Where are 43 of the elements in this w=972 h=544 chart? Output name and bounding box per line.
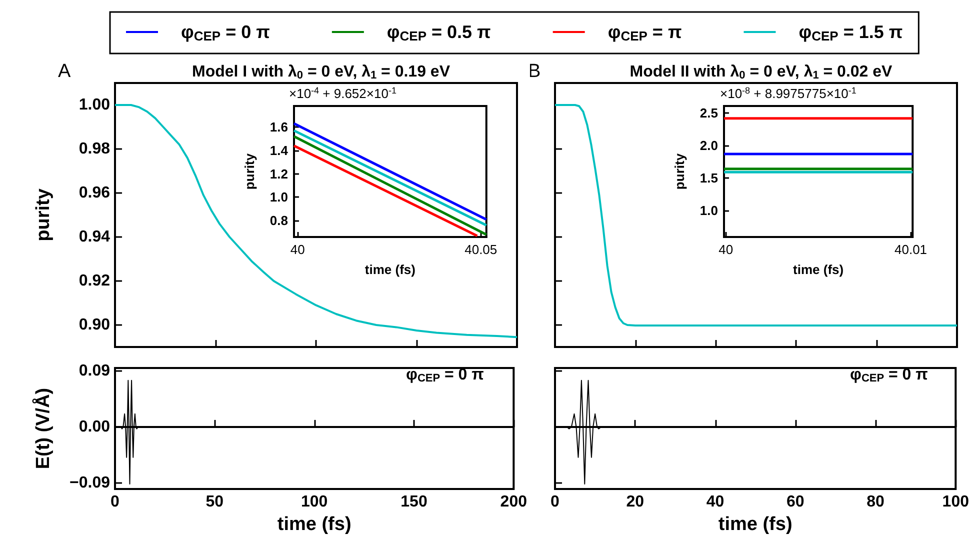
x-tick-label: 200 [500, 494, 528, 510]
y-tick-label: 0.8 [270, 213, 288, 228]
y-tick-label: 0.90 [78, 316, 110, 334]
y-tick-label: 0.00 [78, 418, 110, 436]
x-axis-title: time (fs) [277, 514, 352, 535]
y-tick-label: 0.98 [78, 140, 110, 158]
y-tick-label: 0.94 [78, 228, 110, 246]
x-tick-label: 40 [290, 242, 305, 257]
y-tick-label: 2.0 [700, 138, 718, 154]
x-axis-title: time (fs) [364, 262, 416, 277]
y-tick-label: 1.0 [270, 190, 288, 205]
text: A [58, 61, 71, 82]
x-tick-label: 100 [942, 494, 970, 510]
y-tick-label: 0.09 [78, 362, 110, 380]
y-tick-label: 1.5 [700, 170, 718, 186]
y-tick-label: 2.5 [700, 106, 718, 121]
y-tick-label: 1.2 [270, 166, 288, 182]
x-tick-label: 40 [706, 494, 724, 510]
x-tick-label: 80 [866, 494, 885, 510]
y-axis-title: purity [242, 152, 257, 190]
y-axis-title: purity [672, 152, 687, 190]
y-axis-title: purity [33, 188, 54, 242]
x-tick-label: 20 [626, 494, 644, 510]
x-tick-label: 60 [786, 494, 804, 510]
x-tick-label: 100 [300, 494, 328, 510]
x-tick-label: 0 [550, 494, 560, 510]
y-tick-label: 1.4 [270, 142, 289, 158]
x-tick-label: 40.05 [464, 242, 498, 257]
y-tick-label: 0.92 [78, 272, 110, 290]
y-tick-label: 1.00 [78, 96, 110, 114]
y-tick-label: 1.0 [700, 202, 718, 218]
x-tick-label: 0 [110, 494, 120, 510]
y-axis-title: E(t) (V/Å) [32, 388, 54, 470]
x-axis-title: time (fs) [718, 514, 792, 535]
x-tick-label: 50 [206, 494, 224, 510]
y-tick-label: 1.6 [270, 120, 288, 135]
y-tick-label: 0.96 [78, 184, 110, 202]
x-axis-title: time (fs) [793, 262, 844, 277]
y-tick-label: −0.09 [70, 474, 110, 492]
x-tick-label: 40.01 [894, 242, 928, 257]
line-series [114, 104, 518, 338]
x-tick-label: 40 [718, 242, 734, 257]
x-tick-label: 150 [400, 494, 428, 510]
